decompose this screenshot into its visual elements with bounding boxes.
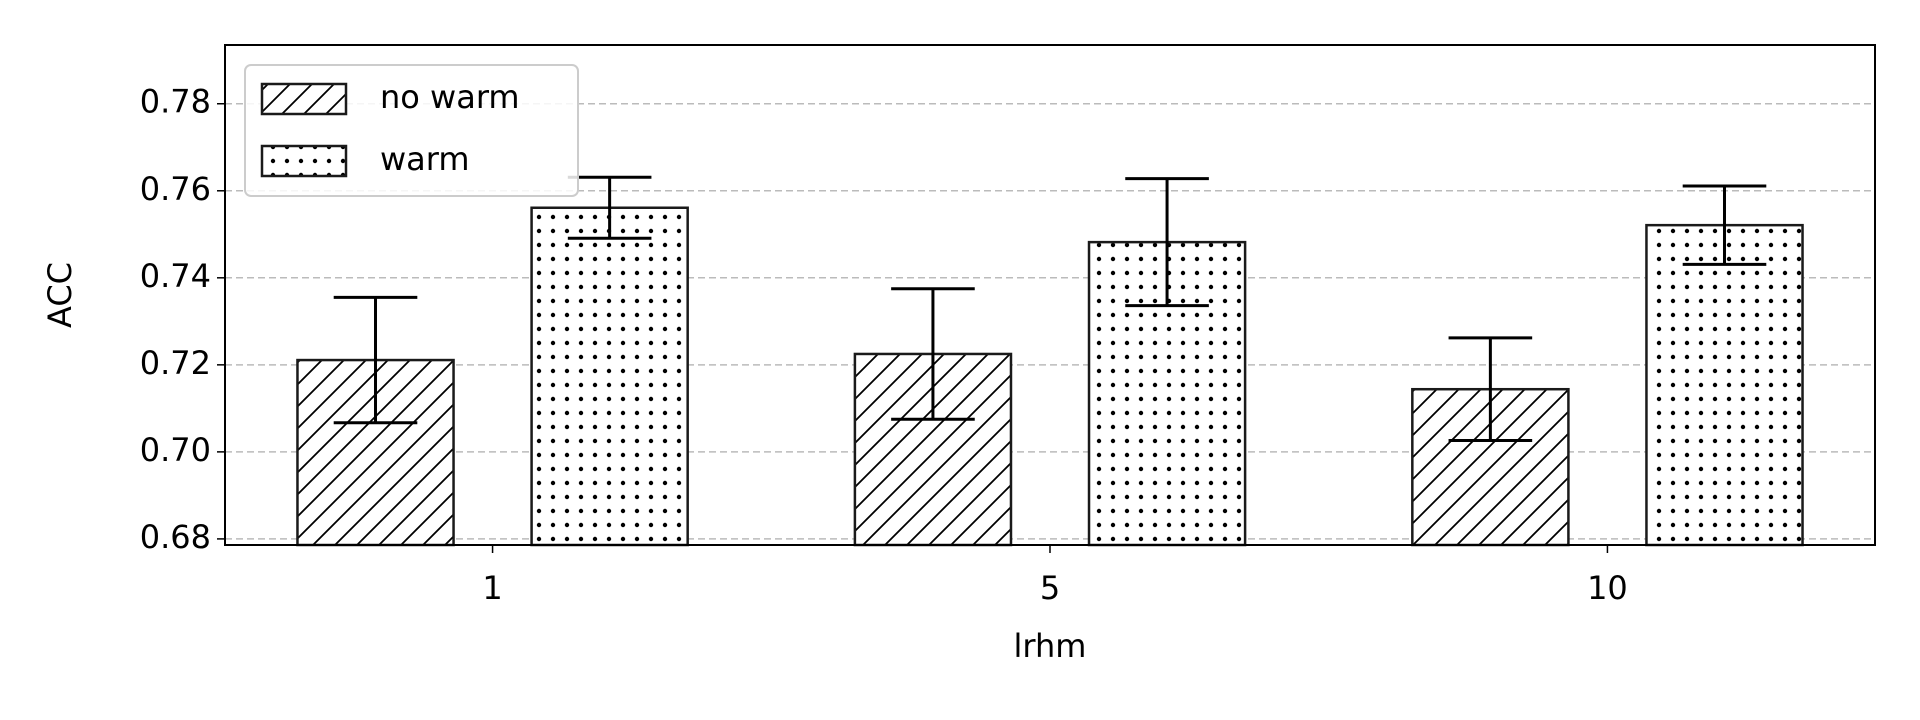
legend-swatch: [260, 82, 348, 116]
legend-swatch: [260, 144, 348, 178]
y-tick-label: 0.76: [140, 170, 211, 208]
error-bar: [333, 295, 418, 425]
error-bar: [1448, 336, 1533, 443]
y-tick-label: 0.68: [140, 518, 211, 556]
x-tick-label: 10: [1587, 569, 1628, 607]
error-bar: [1125, 177, 1209, 308]
error-bar: [567, 175, 652, 240]
x-axis-label: lrhm: [1014, 627, 1087, 665]
y-tick-label: 0.70: [140, 431, 211, 469]
x-tick-label: 5: [1040, 569, 1060, 607]
error-bar: [891, 287, 975, 421]
bar: [530, 206, 689, 547]
y-tick-label: 0.74: [140, 257, 211, 295]
legend-label: warm: [380, 140, 470, 178]
legend-label: no warm: [380, 78, 520, 116]
y-axis-label: ACC: [41, 262, 79, 328]
error-bar: [1682, 184, 1767, 266]
y-tick-label: 0.78: [140, 83, 211, 121]
x-tick-label: 1: [482, 569, 502, 607]
y-tick-label: 0.72: [140, 344, 211, 382]
bar: [1645, 223, 1804, 547]
plot-frame: [224, 44, 1876, 546]
